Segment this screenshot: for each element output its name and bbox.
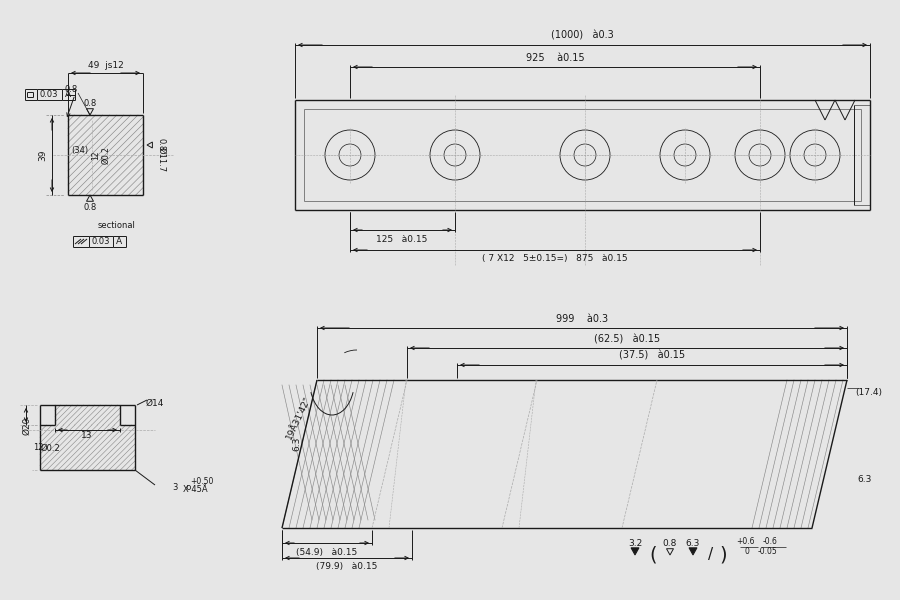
- Polygon shape: [689, 548, 697, 555]
- Text: 0: 0: [744, 547, 750, 556]
- Text: 12: 12: [32, 443, 43, 452]
- Text: 0.8: 0.8: [84, 98, 96, 107]
- Text: 13: 13: [81, 431, 93, 439]
- Text: Ø14: Ø14: [146, 398, 164, 407]
- Text: 0.03: 0.03: [92, 237, 110, 246]
- Text: (17.4): (17.4): [856, 388, 883, 397]
- Text: 6.3: 6.3: [858, 475, 872, 485]
- Text: 0.8: 0.8: [65, 85, 77, 94]
- Polygon shape: [631, 548, 639, 555]
- Text: 39: 39: [39, 149, 48, 161]
- Text: 3.2: 3.2: [628, 539, 642, 547]
- Text: 49  js12: 49 js12: [87, 61, 123, 70]
- Text: ): ): [719, 545, 727, 565]
- Text: 6.3: 6.3: [686, 539, 700, 547]
- Text: 925    à0.15: 925 à0.15: [526, 53, 584, 63]
- Text: -0.6: -0.6: [762, 538, 778, 547]
- Text: 3   o: 3 o: [173, 484, 192, 493]
- Text: /: /: [708, 547, 714, 563]
- Text: 0.8: 0.8: [157, 139, 166, 152]
- Text: 0.03: 0.03: [40, 90, 58, 99]
- Text: sectional: sectional: [98, 220, 136, 229]
- Text: (62.5)   à0.15: (62.5) à0.15: [594, 334, 660, 344]
- Text: 999    à0.3: 999 à0.3: [556, 314, 608, 324]
- Text: (79.9)   à0.15: (79.9) à0.15: [316, 563, 378, 571]
- Text: (1000)   à0.3: (1000) à0.3: [551, 31, 614, 41]
- Text: (: (: [649, 545, 657, 565]
- Text: ( 7 X12   5±0.15=)   875   à0.15: ( 7 X12 5±0.15=) 875 à0.15: [482, 254, 628, 263]
- Text: 6.3: 6.3: [292, 437, 302, 451]
- Text: +0.6: +0.6: [736, 538, 754, 547]
- Text: 0.8: 0.8: [84, 202, 96, 211]
- Text: X 45Å: X 45Å: [183, 485, 208, 494]
- Text: 19Å31'42": 19Å31'42": [285, 395, 313, 441]
- Text: 0.8: 0.8: [662, 539, 677, 547]
- Text: +0.50: +0.50: [190, 478, 213, 487]
- Text: (34): (34): [71, 145, 88, 154]
- Text: A: A: [116, 237, 122, 246]
- Text: 12: 12: [92, 150, 101, 160]
- Text: Ø20: Ø20: [22, 416, 32, 434]
- Text: 125   à0.15: 125 à0.15: [376, 235, 428, 244]
- Text: -0.05: -0.05: [758, 547, 778, 556]
- Text: Ø0.2: Ø0.2: [102, 146, 111, 164]
- Text: (54.9)   à0.15: (54.9) à0.15: [296, 547, 357, 557]
- Text: (37.5)   à0.15: (37.5) à0.15: [619, 351, 685, 361]
- Text: Ø0.2: Ø0.2: [40, 443, 60, 452]
- Text: Ø11.7: Ø11.7: [157, 148, 166, 173]
- Text: A: A: [65, 90, 71, 99]
